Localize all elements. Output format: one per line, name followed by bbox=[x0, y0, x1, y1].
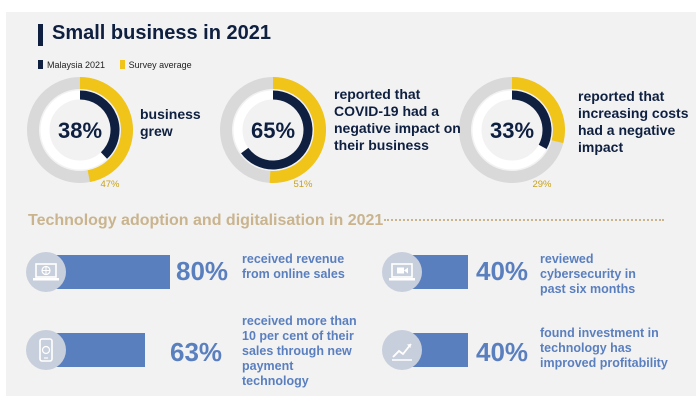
stat-4-value: 40% bbox=[476, 337, 529, 367]
stat-3-icon-bg bbox=[26, 330, 66, 370]
legend-item-malaysia: Malaysia 2021 bbox=[38, 60, 105, 70]
donut-2-average-arc bbox=[269, 77, 326, 183]
donut-2-value-label: 65% bbox=[251, 118, 295, 143]
laptop-globe-icon bbox=[33, 263, 59, 281]
donut-1-value-arc bbox=[79, 90, 120, 159]
growth-chart-icon bbox=[392, 343, 412, 361]
donut-1-average-label: 47% bbox=[100, 179, 120, 190]
donut-3-value-arc bbox=[511, 90, 552, 150]
stat-4-description: found investment in technology has impro… bbox=[540, 326, 668, 370]
stat-3-description: received more than 10 per cent of their … bbox=[242, 314, 357, 388]
section-dotted-rule bbox=[384, 219, 664, 221]
donut-3-average-label: 29% bbox=[532, 179, 552, 190]
stat-1-description: received revenue from online sales bbox=[242, 252, 345, 281]
legend-label-survey: Survey average bbox=[128, 60, 192, 70]
stat-1-icon-bg bbox=[26, 252, 66, 292]
legend-label-malaysia: Malaysia 2021 bbox=[47, 60, 106, 70]
stat-2-value: 40% bbox=[476, 256, 529, 286]
stat-2-description: reviewed cybersecurity in past six month… bbox=[540, 252, 636, 296]
stat-1-value: 80% bbox=[176, 256, 229, 286]
laptop-video-icon bbox=[389, 263, 415, 281]
donut-1-description: business grew bbox=[140, 106, 201, 139]
legend: Malaysia 2021 Survey average bbox=[38, 60, 204, 70]
donut-3-description: reported that increasing costs had a neg… bbox=[578, 88, 689, 155]
legend-swatch-survey bbox=[119, 60, 125, 69]
stat-1-bar bbox=[52, 255, 170, 289]
donut-2-average-label: 51% bbox=[293, 179, 313, 190]
stat-3-bar bbox=[52, 333, 145, 367]
legend-swatch-malaysia bbox=[38, 60, 43, 69]
phone-payment-icon bbox=[39, 338, 53, 362]
donut-1-average-arc bbox=[79, 77, 133, 183]
page-title: Small business in 2021 bbox=[52, 22, 271, 44]
donut-1-value-label: 38% bbox=[58, 118, 102, 143]
donut-2-description: reported that COVID-19 had a negative im… bbox=[334, 86, 461, 153]
title-accent-bar bbox=[38, 24, 43, 46]
stat-3-value: 63% bbox=[170, 337, 223, 367]
infographic-panel bbox=[6, 12, 696, 396]
donut-3-value-label: 33% bbox=[490, 118, 534, 143]
donut-2-value-arc bbox=[241, 90, 313, 170]
section-title: Technology adoption and digitalisation i… bbox=[28, 212, 384, 229]
stat-4-icon-bg bbox=[382, 330, 422, 370]
legend-item-survey: Survey average bbox=[119, 60, 192, 70]
stat-2-icon-bg bbox=[382, 252, 422, 292]
donut-3-average-arc bbox=[511, 77, 565, 144]
